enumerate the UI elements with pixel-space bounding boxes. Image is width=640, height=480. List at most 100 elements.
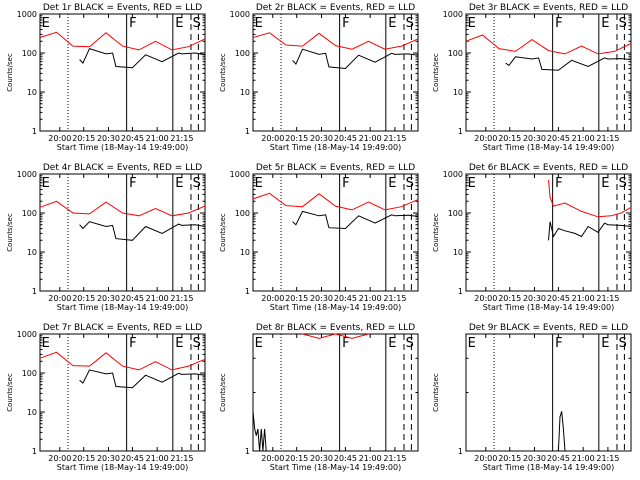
x-tick-label: 20:00 [474, 134, 497, 143]
y-axis-label: Counts/sec [6, 213, 14, 252]
panel-title: Det 6r BLACK = Events, RED = LLD [469, 163, 628, 173]
event-marker-label: E [175, 336, 183, 351]
x-tick-label: 21:00 [359, 294, 382, 303]
x-tick-label: 20:30 [97, 294, 120, 303]
event-marker-label: E [468, 336, 476, 351]
y-tick-label: 1 [245, 287, 250, 296]
plot-frame [39, 13, 206, 132]
event-marker-label: E [601, 176, 609, 191]
y-tick-label: 10 [27, 248, 37, 257]
event-marker-label: E [255, 176, 263, 191]
series-line-2 [548, 221, 632, 241]
event-marker-label: E [42, 336, 50, 351]
x-tick-label: 20:15 [498, 134, 521, 143]
x-axis-label: Start Time (18-May-14 19:49:00) [57, 303, 188, 312]
panel-2: Det 2r BLACK = Events, RED = LLD 1 10 100 10… [219, 3, 419, 152]
series-line-2 [292, 48, 419, 70]
y-tick-label: 100 [235, 209, 250, 218]
event-marker-label: S [193, 16, 201, 31]
x-tick-label: 20:30 [97, 134, 120, 143]
x-axis-label: Start Time (18-May-14 19:49:00) [57, 143, 188, 152]
event-marker-label: S [406, 16, 414, 31]
panel-title: Det 4r BLACK = Events, RED = LLD [43, 163, 202, 173]
panel-3: Det 3r BLACK = Events, RED = LLD 1 10 100 10… [432, 3, 632, 152]
x-tick-label: 21:00 [146, 294, 169, 303]
x-tick-label: 21:00 [359, 134, 382, 143]
y-tick-label: 100 [448, 209, 463, 218]
series-line-1 [302, 333, 369, 339]
panel-title: Det 7r BLACK = Events, RED = LLD [43, 323, 202, 333]
plot-frame [39, 333, 206, 452]
event-marker-label: S [406, 336, 414, 351]
x-axis-label: Start Time (18-May-14 19:49:00) [270, 143, 401, 152]
panel-title: Det 3r BLACK = Events, RED = LLD [469, 3, 628, 13]
event-marker-label: S [619, 176, 627, 191]
event-marker-label: E [42, 176, 50, 191]
y-axis-label: Counts/sec [219, 213, 227, 252]
y-tick-label: 1 [245, 127, 250, 136]
x-tick-label: 21:15 [596, 454, 619, 463]
y-tick-label: 1000 [443, 170, 463, 179]
series-line-1 [465, 34, 632, 55]
x-tick-label: 21:15 [170, 134, 193, 143]
event-marker-label: E [42, 16, 50, 31]
x-tick-label: 21:15 [596, 134, 619, 143]
event-marker-label: S [406, 176, 414, 191]
y-axis-label: Counts/sec [6, 53, 14, 92]
plot-frame [252, 173, 419, 292]
event-marker-label: E [388, 336, 396, 351]
series-line-1 [548, 179, 632, 218]
x-tick-label: 20:45 [547, 294, 570, 303]
event-marker-label: S [619, 16, 627, 31]
y-tick-label: 100 [22, 49, 37, 58]
series-line-1 [252, 32, 419, 50]
panel-9: Det 9r BLACK = Events, RED = LLD 1 Counts/… [432, 323, 632, 472]
x-tick-label: 20:30 [310, 454, 333, 463]
x-tick-label: 21:00 [572, 454, 595, 463]
x-tick-label: 20:45 [334, 454, 357, 463]
event-marker-label: F [342, 176, 349, 191]
y-tick-label: 1 [245, 447, 250, 456]
x-tick-label: 20:00 [474, 294, 497, 303]
x-tick-label: 21:15 [596, 294, 619, 303]
y-tick-label: 10 [453, 248, 463, 257]
y-axis-label: Counts/sec [432, 53, 440, 92]
y-tick-label: 1000 [230, 170, 250, 179]
y-axis-label: Counts/sec [219, 373, 227, 412]
x-tick-label: 20:30 [523, 294, 546, 303]
x-tick-label: 21:15 [170, 294, 193, 303]
y-tick-label: 10 [27, 408, 37, 417]
plot-frame [465, 13, 632, 132]
x-tick-label: 20:45 [121, 134, 144, 143]
y-tick-label: 10 [240, 88, 250, 97]
panel-7: Det 7r BLACK = Events, RED = LLD 1 10 100 10… [6, 323, 206, 472]
event-marker-label: F [555, 16, 562, 31]
x-tick-label: 20:45 [547, 454, 570, 463]
panel-title: Det 9r BLACK = Events, RED = LLD [469, 323, 628, 333]
y-tick-label: 1 [458, 287, 463, 296]
event-marker-label: S [619, 336, 627, 351]
y-tick-label: 1000 [17, 170, 37, 179]
y-tick-label: 1000 [17, 10, 37, 19]
event-marker-label: F [555, 336, 562, 351]
plot-frame [252, 13, 419, 132]
x-tick-label: 21:00 [572, 294, 595, 303]
series-line-2 [79, 221, 206, 241]
x-tick-label: 20:15 [285, 294, 308, 303]
event-marker-label: E [601, 336, 609, 351]
x-tick-label: 20:30 [523, 454, 546, 463]
event-marker-label: F [555, 176, 562, 191]
x-tick-label: 20:45 [334, 134, 357, 143]
x-tick-label: 20:00 [261, 454, 284, 463]
event-marker-label: E [468, 16, 476, 31]
y-tick-label: 1 [32, 447, 37, 456]
event-marker-label: F [342, 336, 349, 351]
y-tick-label: 10 [27, 88, 37, 97]
x-tick-label: 21:15 [383, 454, 406, 463]
x-tick-label: 20:15 [498, 294, 521, 303]
event-marker-label: F [129, 336, 136, 351]
x-axis-label: Start Time (18-May-14 19:49:00) [483, 143, 614, 152]
x-tick-label: 21:15 [383, 294, 406, 303]
event-marker-label: F [129, 16, 136, 31]
